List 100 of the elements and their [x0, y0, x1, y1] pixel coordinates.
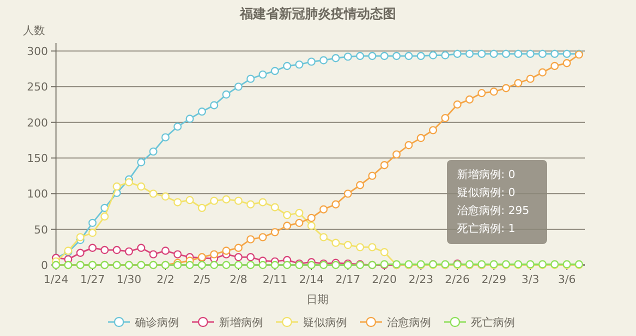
point [222, 246, 230, 255]
point [161, 192, 170, 201]
point [234, 253, 243, 262]
chart-title: 福建省新冠肺炎疫情动态图 [239, 6, 396, 22]
point [428, 126, 438, 134]
x-tick-label: 2/23 [408, 273, 434, 286]
x-tick-label: 2/29 [482, 273, 506, 286]
point [198, 204, 206, 212]
point [222, 195, 230, 204]
point [307, 222, 316, 230]
annotation: 治愈病例: 295 [457, 204, 530, 217]
point [100, 246, 109, 254]
point [88, 228, 97, 237]
point [368, 52, 376, 60]
point [404, 52, 413, 60]
point [344, 190, 352, 198]
point [112, 182, 121, 191]
point [428, 51, 438, 60]
point [490, 88, 498, 96]
point [210, 260, 218, 270]
point [246, 253, 255, 262]
y-tick-label: 250 [27, 80, 48, 94]
point [222, 260, 230, 270]
point [137, 182, 146, 191]
point [344, 240, 352, 250]
point [465, 50, 474, 58]
x-tick-label: 1/24 [44, 273, 68, 286]
point [478, 50, 486, 58]
point [137, 244, 146, 252]
point [332, 200, 340, 208]
point [550, 62, 559, 70]
point [538, 68, 547, 76]
point [174, 250, 182, 258]
y-tick-label: 200 [27, 116, 48, 130]
point [246, 235, 255, 244]
x-tick-label: 1/27 [80, 273, 105, 286]
y-tick-label: 50 [34, 223, 48, 236]
x-tick-label: 2/5 [193, 273, 211, 286]
point [149, 147, 158, 156]
point [246, 200, 255, 208]
point [368, 172, 376, 180]
point [174, 260, 182, 270]
y-tick-label: 100 [27, 188, 48, 201]
point [562, 59, 571, 68]
point [295, 60, 304, 69]
point [307, 214, 316, 222]
x-tick-label: 3/6 [558, 273, 576, 286]
point [441, 114, 450, 122]
x-tick-label: 2/26 [445, 273, 470, 286]
point [295, 208, 304, 218]
point [453, 50, 462, 58]
legend-label: 确诊病例 [134, 316, 179, 329]
point [356, 243, 364, 252]
annotation: 疑似病例: 0 [457, 186, 516, 199]
point [502, 84, 510, 92]
legend-label: 死亡病例 [471, 316, 515, 329]
point [210, 196, 218, 205]
point [258, 70, 267, 79]
point [124, 247, 134, 256]
y-tick-label: 150 [27, 152, 48, 165]
point [307, 58, 316, 66]
x-tick-label: 2/20 [372, 273, 397, 286]
point [295, 218, 304, 228]
point [161, 133, 170, 142]
point [380, 52, 388, 60]
point [210, 250, 218, 258]
point [356, 52, 364, 60]
point [270, 260, 280, 270]
point [514, 79, 522, 88]
point [282, 62, 292, 70]
point [112, 246, 121, 254]
x-tick-label: 2/14 [299, 273, 324, 286]
point [246, 74, 255, 83]
point [416, 134, 425, 142]
point [404, 141, 413, 150]
point [282, 210, 292, 220]
point [319, 205, 328, 214]
point [380, 161, 388, 170]
point [222, 90, 230, 99]
point [344, 52, 352, 61]
x-tick-label: 2/8 [230, 273, 248, 286]
point [356, 181, 364, 190]
point [392, 150, 401, 159]
point [76, 233, 84, 242]
x-tick-label: 1/30 [116, 273, 142, 286]
point [550, 50, 559, 58]
point [174, 198, 182, 206]
point [149, 190, 158, 198]
point [234, 260, 243, 270]
annotation: 新增病例: 0 [457, 168, 516, 181]
point [282, 222, 292, 230]
point [392, 52, 401, 60]
point [124, 178, 134, 186]
point [198, 260, 206, 270]
point [332, 260, 340, 270]
y-tick-label: 300 [27, 45, 48, 58]
point [319, 233, 328, 242]
point [100, 212, 109, 221]
legend-label: 疑似病例 [303, 316, 347, 329]
point [441, 51, 450, 60]
